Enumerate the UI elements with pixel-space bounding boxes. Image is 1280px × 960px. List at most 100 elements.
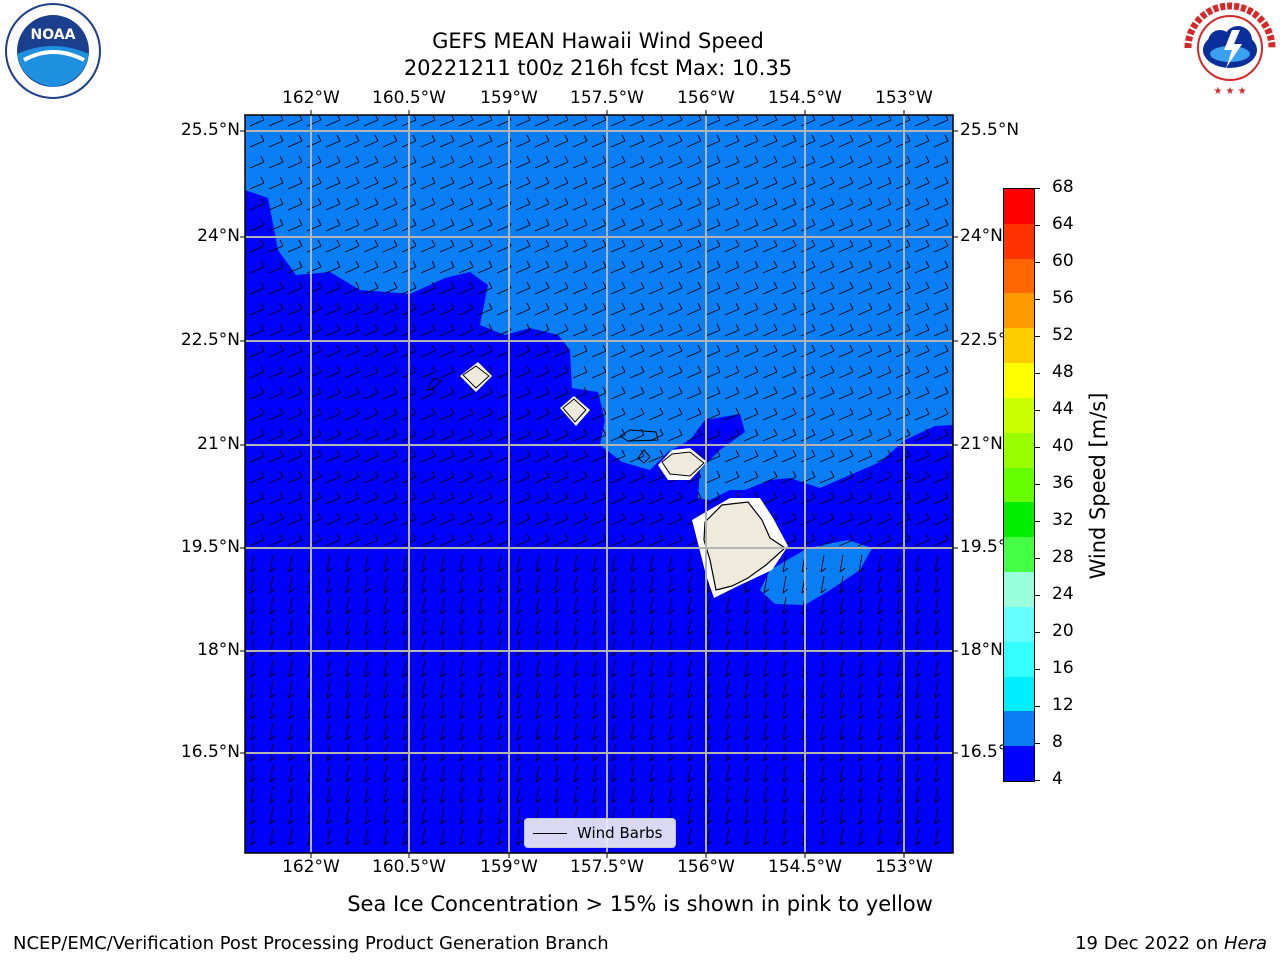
wind-barb — [364, 680, 371, 699]
wind-barb — [344, 407, 360, 421]
wind-barb — [553, 470, 569, 484]
wind-barb — [724, 302, 740, 316]
wind-barb — [383, 806, 390, 825]
wind-barb — [648, 176, 664, 190]
wind-barb — [249, 176, 265, 190]
wind-barb — [344, 365, 360, 379]
wind-barb — [306, 260, 322, 274]
wind-barb — [326, 575, 333, 594]
wind-barb — [876, 197, 892, 211]
wind-barb — [572, 197, 588, 211]
wind-barb — [440, 575, 447, 594]
wind-barb — [249, 365, 265, 379]
wind-barb — [250, 659, 257, 678]
wind-barb — [440, 638, 447, 657]
wind-barb — [705, 176, 721, 190]
wind-barb — [667, 260, 683, 274]
colorbar-tick-label: 40 — [1052, 436, 1074, 456]
wind-barb — [478, 554, 485, 573]
wind-barb — [649, 722, 656, 741]
wind-barb — [648, 449, 664, 463]
wind-barb — [610, 115, 626, 127]
wind-barb — [781, 176, 797, 190]
wind-barb — [515, 512, 531, 526]
wind-barb — [838, 512, 854, 526]
wind-barb — [857, 115, 873, 127]
wind-barb — [686, 428, 702, 442]
wind-barb — [249, 470, 265, 484]
wind-barb — [534, 302, 550, 316]
wind-barb — [477, 449, 493, 463]
wind-barb — [421, 638, 428, 657]
wind-barb — [325, 344, 341, 358]
wind-barb — [820, 680, 827, 699]
wind-barb — [800, 302, 816, 316]
wind-barb — [402, 827, 409, 846]
wind-barb — [839, 596, 846, 615]
wind-barb — [250, 638, 257, 657]
wind-barb — [458, 470, 474, 484]
wind-barb — [914, 365, 930, 379]
wind-barb — [838, 344, 854, 358]
wind-barb — [249, 491, 265, 505]
wind-barb — [686, 491, 702, 505]
wind-barb — [383, 764, 390, 783]
wind-barb — [497, 785, 504, 804]
wind-barb — [743, 281, 759, 295]
wind-barb — [857, 155, 873, 169]
wind-barb — [934, 680, 941, 699]
wind-barb — [534, 386, 550, 400]
wind-barb — [554, 785, 561, 804]
wind-barb — [516, 785, 523, 804]
wind-barb — [743, 323, 759, 337]
wind-barb — [306, 407, 322, 421]
colorbar-segment — [1004, 502, 1034, 538]
wind-barb — [439, 344, 455, 358]
wind-barb — [762, 365, 778, 379]
wind-barb — [781, 239, 797, 253]
wind-barb — [838, 197, 854, 211]
wind-barb — [648, 239, 664, 253]
wind-barb — [477, 197, 493, 211]
wind-barb — [838, 491, 854, 505]
wind-barb — [649, 701, 656, 720]
wind-barb — [782, 596, 789, 615]
wind-barb — [800, 176, 816, 190]
wind-barb — [915, 722, 922, 741]
wind-barb — [440, 617, 447, 636]
wind-barb — [933, 115, 949, 127]
wind-barb — [649, 785, 656, 804]
wind-barb — [610, 365, 626, 379]
wind-barb — [915, 827, 922, 846]
wind-barb — [630, 596, 637, 615]
wind-barb — [611, 722, 618, 741]
wind-barb — [782, 785, 789, 804]
wind-barb — [287, 281, 303, 295]
wind-barb — [288, 722, 295, 741]
wind-barb — [706, 701, 713, 720]
wind-barb — [743, 428, 759, 442]
wind-barb — [629, 115, 645, 127]
colorbar-tick-label: 56 — [1052, 288, 1074, 308]
wind-barb — [439, 428, 455, 442]
wind-barb — [743, 365, 759, 379]
colorbar-tick-label: 20 — [1052, 621, 1074, 641]
wind-barb — [667, 115, 683, 127]
wind-barb — [459, 617, 466, 636]
wind-barb — [268, 176, 284, 190]
wind-barb — [572, 449, 588, 463]
wind-barb — [725, 680, 732, 699]
wind-barb — [648, 155, 664, 169]
wind-barb — [553, 449, 569, 463]
wind-barb — [382, 176, 398, 190]
wind-barb — [477, 239, 493, 253]
wind-barb — [591, 344, 607, 358]
wind-barb — [553, 344, 569, 358]
wind-barb — [706, 764, 713, 783]
colorbar-tick-label: 60 — [1052, 251, 1074, 271]
wind-barb — [364, 701, 371, 720]
wind-barb — [439, 134, 455, 148]
wind-barb — [363, 155, 379, 169]
wind-barb — [363, 302, 379, 316]
wind-barb — [592, 638, 599, 657]
